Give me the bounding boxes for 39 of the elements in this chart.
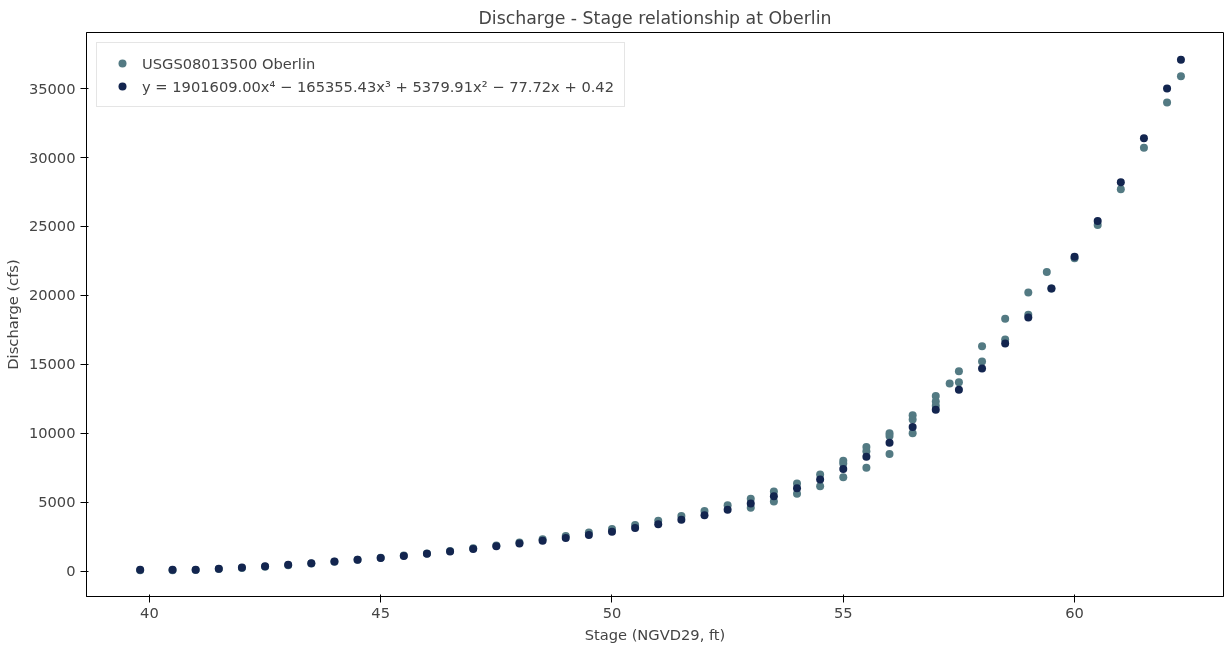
point xyxy=(862,452,871,461)
x-tick-label: 45 xyxy=(371,603,391,621)
point xyxy=(793,484,802,493)
point xyxy=(723,505,732,514)
point xyxy=(1116,178,1125,187)
y-tick-label: 35000 xyxy=(28,79,76,97)
point xyxy=(769,492,778,501)
point xyxy=(885,438,894,447)
x-axis-title: Stage (NGVD29, ft) xyxy=(584,625,726,643)
point xyxy=(954,385,963,394)
point xyxy=(1001,339,1010,348)
point xyxy=(746,499,755,508)
legend-label: USGS08013500 Oberlin xyxy=(142,54,316,72)
x-tick-label: 60 xyxy=(1065,603,1084,621)
point xyxy=(654,520,663,529)
y-axis-title: Discharge (cfs) xyxy=(3,259,21,370)
point xyxy=(1139,134,1148,143)
x-tick-label: 55 xyxy=(833,603,853,621)
point xyxy=(816,475,825,484)
y-tick-label: 25000 xyxy=(28,217,76,235)
y-tick-label: 5000 xyxy=(38,493,76,511)
x-tick-label: 40 xyxy=(140,603,159,621)
point xyxy=(700,511,709,520)
point xyxy=(1093,216,1102,225)
point xyxy=(839,465,848,474)
point xyxy=(1176,55,1185,64)
y-tick-label: 0 xyxy=(66,562,76,580)
point xyxy=(978,364,987,373)
point xyxy=(931,405,940,414)
x-tick-label: 50 xyxy=(602,603,622,621)
y-tick-label: 15000 xyxy=(28,355,76,373)
y-tick-label: 10000 xyxy=(28,424,76,442)
point xyxy=(631,524,640,533)
y-tick-label: 30000 xyxy=(28,148,76,166)
legend-label: y = 1901609.00x⁴ − 165355.43x³ + 5379.91x² − 77.72x + 0.42 xyxy=(142,77,615,95)
point xyxy=(908,423,917,431)
y-tick-label: 20000 xyxy=(28,286,76,304)
chart-title: Discharge - Stage relationship at Oberlin xyxy=(478,7,832,28)
point xyxy=(1163,84,1172,93)
